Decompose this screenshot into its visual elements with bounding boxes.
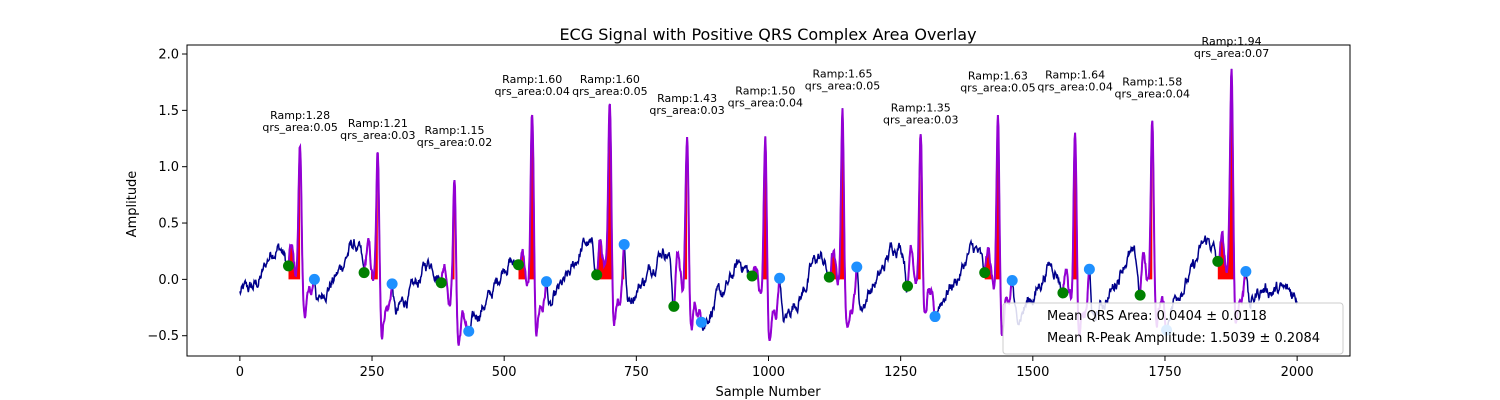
ramp-label-12: Ramp:1.58 [1122,75,1182,88]
qrs-area-label-4: qrs_area:0.04 [494,85,569,98]
qrs-segment-1 [287,142,315,319]
x-tick-label-1750: 1750 [1148,365,1181,380]
x-tick-label-1500: 1500 [1016,365,1049,380]
ramp-label-7: Ramp:1.50 [735,84,795,97]
y-axis-label: Amplitude [125,171,140,238]
qrs-offset-marker-6 [695,316,707,328]
qrs-area-4 [518,115,547,280]
qrs-offset-marker-2 [386,278,398,290]
y-tick-label-1.5: 1.5 [158,104,179,119]
qrs-onset-marker-7 [746,270,758,282]
qrs-area-label-8: qrs_area:0.05 [805,79,880,92]
qrs-segment-2 [363,152,394,340]
qrs-area-label-1: qrs_area:0.05 [262,121,337,134]
ramp-label-5: Ramp:1.60 [580,73,640,86]
qrs-area-label-3: qrs_area:0.02 [417,136,492,149]
qrs-onset-marker-10 [979,267,991,279]
y-tick-label-0.5: 0.5 [158,217,179,232]
ramp-label-3: Ramp:1.15 [424,124,484,137]
qrs-segment-7 [751,136,781,342]
y-tick-label-1: 1.0 [158,160,179,175]
legend-entry-r-peak: Mean R-Peak Amplitude: 1.5039 ± 0.2084 [1047,331,1320,346]
ramp-label-6: Ramp:1.43 [657,92,717,105]
qrs-area-label-9: qrs_area:0.03 [883,113,958,126]
qrs-offset-marker-4 [540,276,552,288]
qrs-offset-marker-5 [618,238,630,250]
qrs-offset-marker-1 [308,273,320,285]
qrs-offset-marker-13 [1240,265,1252,277]
x-tick-label-750: 750 [624,365,649,380]
ramp-label-11: Ramp:1.64 [1045,69,1105,82]
qrs-segment-3 [440,180,470,346]
qrs-area-9 [915,134,921,280]
qrs-area-label-12: qrs_area:0.04 [1115,87,1190,100]
x-tick-label-2000: 2000 [1281,365,1314,380]
qrs-offset-marker-8 [851,261,863,273]
qrs-segment-13 [1216,68,1247,324]
qrs-offset-marker-11 [1083,263,1095,275]
qrs-area-12 [1147,120,1153,280]
legend: Mean QRS Area: 0.0404 ± 0.0118 Mean R-Pe… [1002,302,1344,355]
qrs-area-13 [1217,68,1246,280]
qrs-offset-marker-3 [463,325,475,337]
legend-entry-qrs-area: Mean QRS Area: 0.0404 ± 0.0118 [1047,309,1267,324]
x-tick-label-0: 0 [236,365,244,380]
qrs-onset-marker-1 [282,260,294,272]
qrs-offset-marker-9 [929,311,941,323]
qrs-onset-marker-2 [358,267,370,279]
qrs-offset-marker-10 [1006,275,1018,287]
qrs-area-label-13: qrs_area:0.07 [1194,47,1269,60]
x-tick-label-500: 500 [492,365,517,380]
legend-box [1002,302,1344,355]
qrs-segment-6 [672,136,703,331]
qrs-area-6 [681,137,688,280]
y-tick-label-0: 0.0 [158,273,179,288]
qrs-segment-12 [1139,120,1168,335]
x-tick-label-250: 250 [360,365,385,380]
ramp-label-10: Ramp:1.63 [968,70,1028,83]
x-axis-label: Sample Number [715,385,821,400]
qrs-area-label-5: qrs_area:0.05 [572,85,647,98]
x-tick-label-1000: 1000 [752,365,785,380]
axes: 0 250 500 750 1000 1250 1500 1750 2000 −0.5 0.0 0.5… [147,44,1351,380]
y-tick-label--0.5: −0.5 [147,329,179,344]
y-tick-label-2: 2.0 [158,48,179,63]
qrs-area-label-10: qrs_area:0.05 [960,82,1035,95]
qrs-segment-9 [906,134,936,319]
qrs-onset-marker-9 [902,280,914,292]
qrs-onset-marker-3 [435,277,447,289]
qrs-segment-8 [828,108,858,328]
chart-title: ECG Signal with Positive QRS Complex Are… [559,25,976,44]
ramp-label-2: Ramp:1.21 [348,117,408,130]
ramp-label-4: Ramp:1.60 [502,73,562,86]
ramp-label-1: Ramp:1.28 [270,109,330,122]
qrs-offset-marker-7 [774,272,786,284]
qrs-segment-4 [517,114,548,337]
qrs-onset-marker-13 [1212,255,1224,267]
qrs-onset-marker-4 [512,259,524,271]
ramp-label-8: Ramp:1.65 [812,67,872,80]
x-tick-label-1250: 1250 [884,365,917,380]
qrs-area-label-11: qrs_area:0.04 [1037,81,1112,94]
qrs-area-label-7: qrs_area:0.04 [728,96,803,109]
ramp-label-9: Ramp:1.35 [891,101,951,114]
qrs-onset-marker-8 [823,271,835,283]
qrs-onset-marker-6 [668,300,680,312]
qrs-onset-marker-11 [1057,287,1069,299]
qrs-area-label-2: qrs_area:0.03 [340,129,415,142]
qrs-segment-5 [595,103,626,326]
qrs-onset-marker-12 [1134,289,1146,301]
qrs-onset-marker-5 [591,269,603,281]
qrs-area-label-6: qrs_area:0.03 [649,104,724,117]
qrs-segment-10 [983,115,1013,337]
